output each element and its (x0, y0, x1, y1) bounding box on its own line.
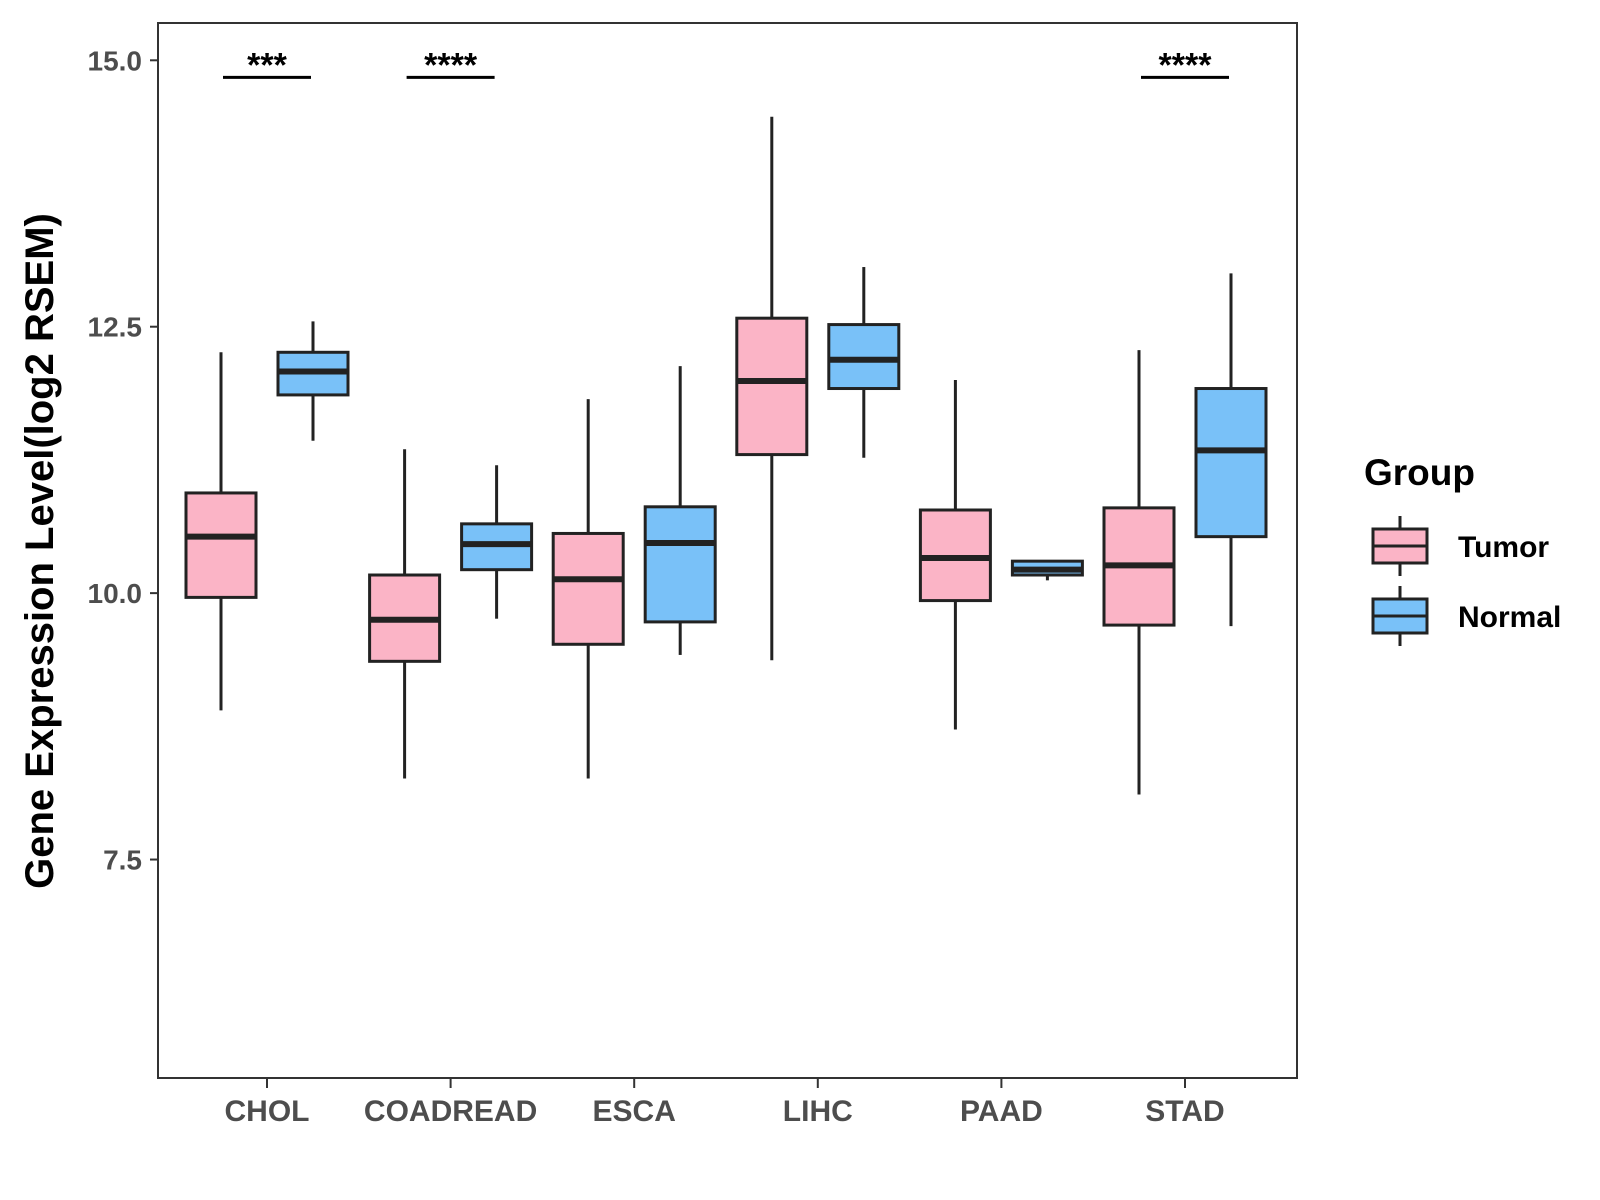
box-iqr (735, 316, 809, 457)
significance-label-chol: *** (247, 46, 287, 84)
x-tick-label-esca: ESCA (593, 1095, 676, 1128)
legend-label: Tumor (1458, 531, 1549, 564)
box-tumor-paad (918, 379, 992, 730)
box-tumor-lihc (735, 116, 809, 661)
x-tick-label-stad: STAD (1145, 1095, 1224, 1128)
x-tick-label-paad: PAAD (960, 1095, 1043, 1128)
y-tick-label: 7.5 (103, 845, 142, 876)
chart-marks: *** **** **** (184, 46, 1268, 795)
y-tick-label: 12.5 (88, 312, 143, 343)
box-tumor-stad (1102, 350, 1176, 795)
box-normal-chol (276, 321, 350, 441)
box-normal-stad (1194, 273, 1268, 627)
y-tick-label: 15.0 (88, 45, 143, 76)
legend-item-normal: Normal (1371, 586, 1561, 646)
box-iqr (643, 505, 717, 624)
box-tumor-chol (184, 352, 258, 711)
box-normal-lihc (827, 267, 901, 458)
significance-label-coadread: **** (424, 46, 478, 84)
box-normal-paad (1010, 559, 1084, 581)
y-axis-title: Gene Expression Level(log2 RSEM) (18, 213, 62, 889)
box-iqr (551, 531, 625, 646)
legend-item-tumor: Tumor (1371, 516, 1549, 576)
significance-label-stad: **** (1159, 46, 1213, 84)
y-tick-label: 10.0 (88, 578, 143, 609)
box-iqr (184, 491, 258, 599)
legend-title: Group (1364, 452, 1475, 493)
plot-panel-border (157, 22, 1298, 1079)
x-tick-label-lihc: LIHC (783, 1095, 853, 1128)
box-iqr (827, 323, 901, 391)
box-tumor-coadread (368, 449, 442, 779)
box-normal-coadread (460, 465, 534, 619)
legend-label: Normal (1458, 601, 1561, 634)
x-tick-label-coadread: COADREAD (364, 1095, 537, 1128)
box-iqr (1194, 387, 1268, 539)
axes: 7.5 10.0 12.5 15.0 CHOL COADREAD ESCA LIHC PAAD S… (88, 45, 1225, 1128)
x-tick-label-chol: CHOL (225, 1095, 310, 1128)
box-normal-esca (643, 366, 717, 655)
box-tumor-esca (551, 399, 625, 779)
legend: Group Tumor Normal (1364, 452, 1561, 646)
